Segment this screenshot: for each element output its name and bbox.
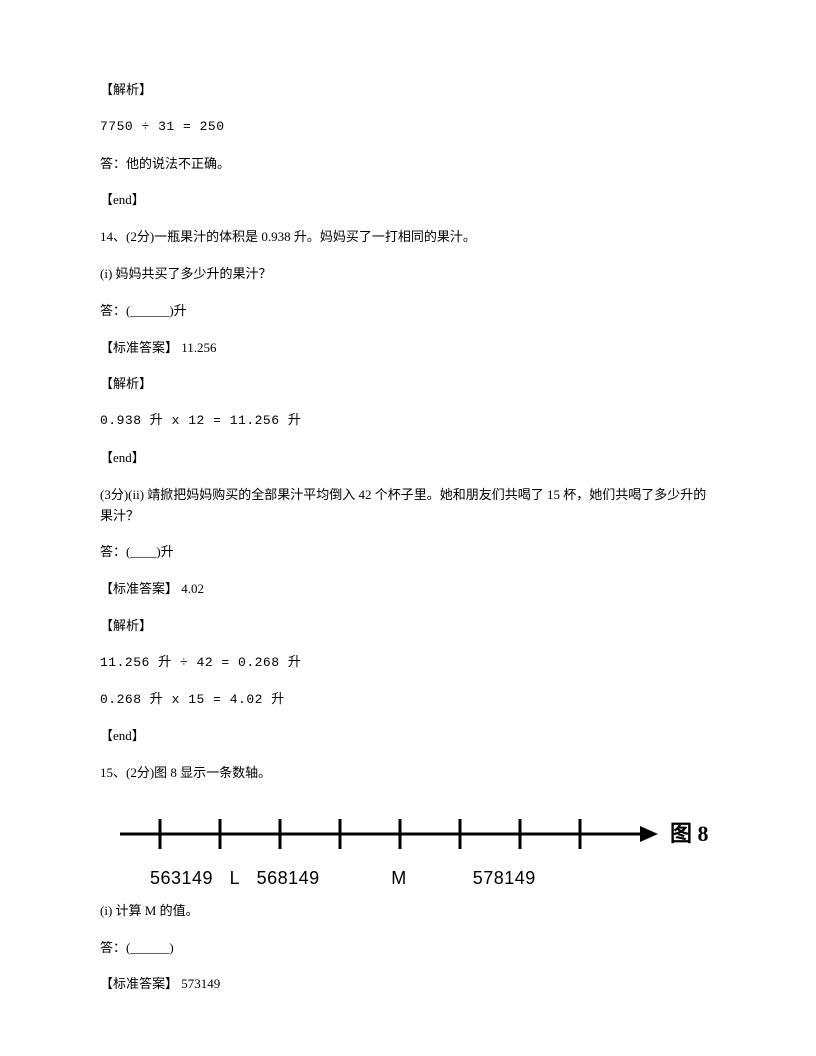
end-marker: 【end】 (100, 726, 716, 747)
standard-answer: 【标准答案】 573149 (100, 974, 716, 995)
calc-line: 0.268 升 x 15 = 4.02 升 (100, 690, 716, 711)
question-15: 15、(2分)图 8 显示一条数轴。 (100, 763, 716, 784)
analysis-heading: 【解析】 (100, 374, 716, 395)
answer-blank: 答：(____)升 (100, 542, 716, 563)
nl-label-0: 563149 (150, 868, 213, 888)
end-marker: 【end】 (100, 190, 716, 211)
answer-blank: 答：(______)升 (100, 301, 716, 322)
nl-label-2: 568149 (257, 868, 320, 888)
question-14: 14、(2分)一瓶果汁的体积是 0.938 升。妈妈买了一打相同的果汁。 (100, 227, 716, 248)
question-14-i: (i) 妈妈共买了多少升的果汁？ (100, 264, 716, 285)
page: 【解析】 7750 ÷ 31 = 250 答：他的说法不正确。 【end】 14… (0, 0, 816, 1056)
answer-line: 答：他的说法不正确。 (100, 154, 716, 175)
calc-line: 7750 ÷ 31 = 250 (100, 117, 716, 138)
analysis-heading: 【解析】 (100, 80, 716, 101)
figure-label: 图 8 (670, 816, 709, 851)
nl-label-3: M (391, 868, 407, 888)
number-line-svg (100, 804, 660, 864)
standard-answer: 【标准答案】 4.02 (100, 579, 716, 600)
number-line-labels: 563149 L 568149 M 578149 (150, 864, 716, 893)
end-marker: 【end】 (100, 448, 716, 469)
nl-label-4: 578149 (473, 868, 536, 888)
question-14-ii: (3分)(ii) 靖掀把妈妈购买的全部果汁平均倒入 42 个杯子里。她和朋友们共… (100, 485, 716, 527)
answer-blank: 答：(______) (100, 938, 716, 959)
nl-label-1: L (230, 868, 241, 888)
standard-answer: 【标准答案】 11.256 (100, 338, 716, 359)
calc-line: 11.256 升 ÷ 42 = 0.268 升 (100, 653, 716, 674)
question-15-i: (i) 计算 M 的值。 (100, 901, 716, 922)
analysis-heading: 【解析】 (100, 616, 716, 637)
number-line-figure: 图 8 563149 L 568149 M 578149 (100, 804, 716, 893)
calc-line: 0.938 升 x 12 = 11.256 升 (100, 411, 716, 432)
